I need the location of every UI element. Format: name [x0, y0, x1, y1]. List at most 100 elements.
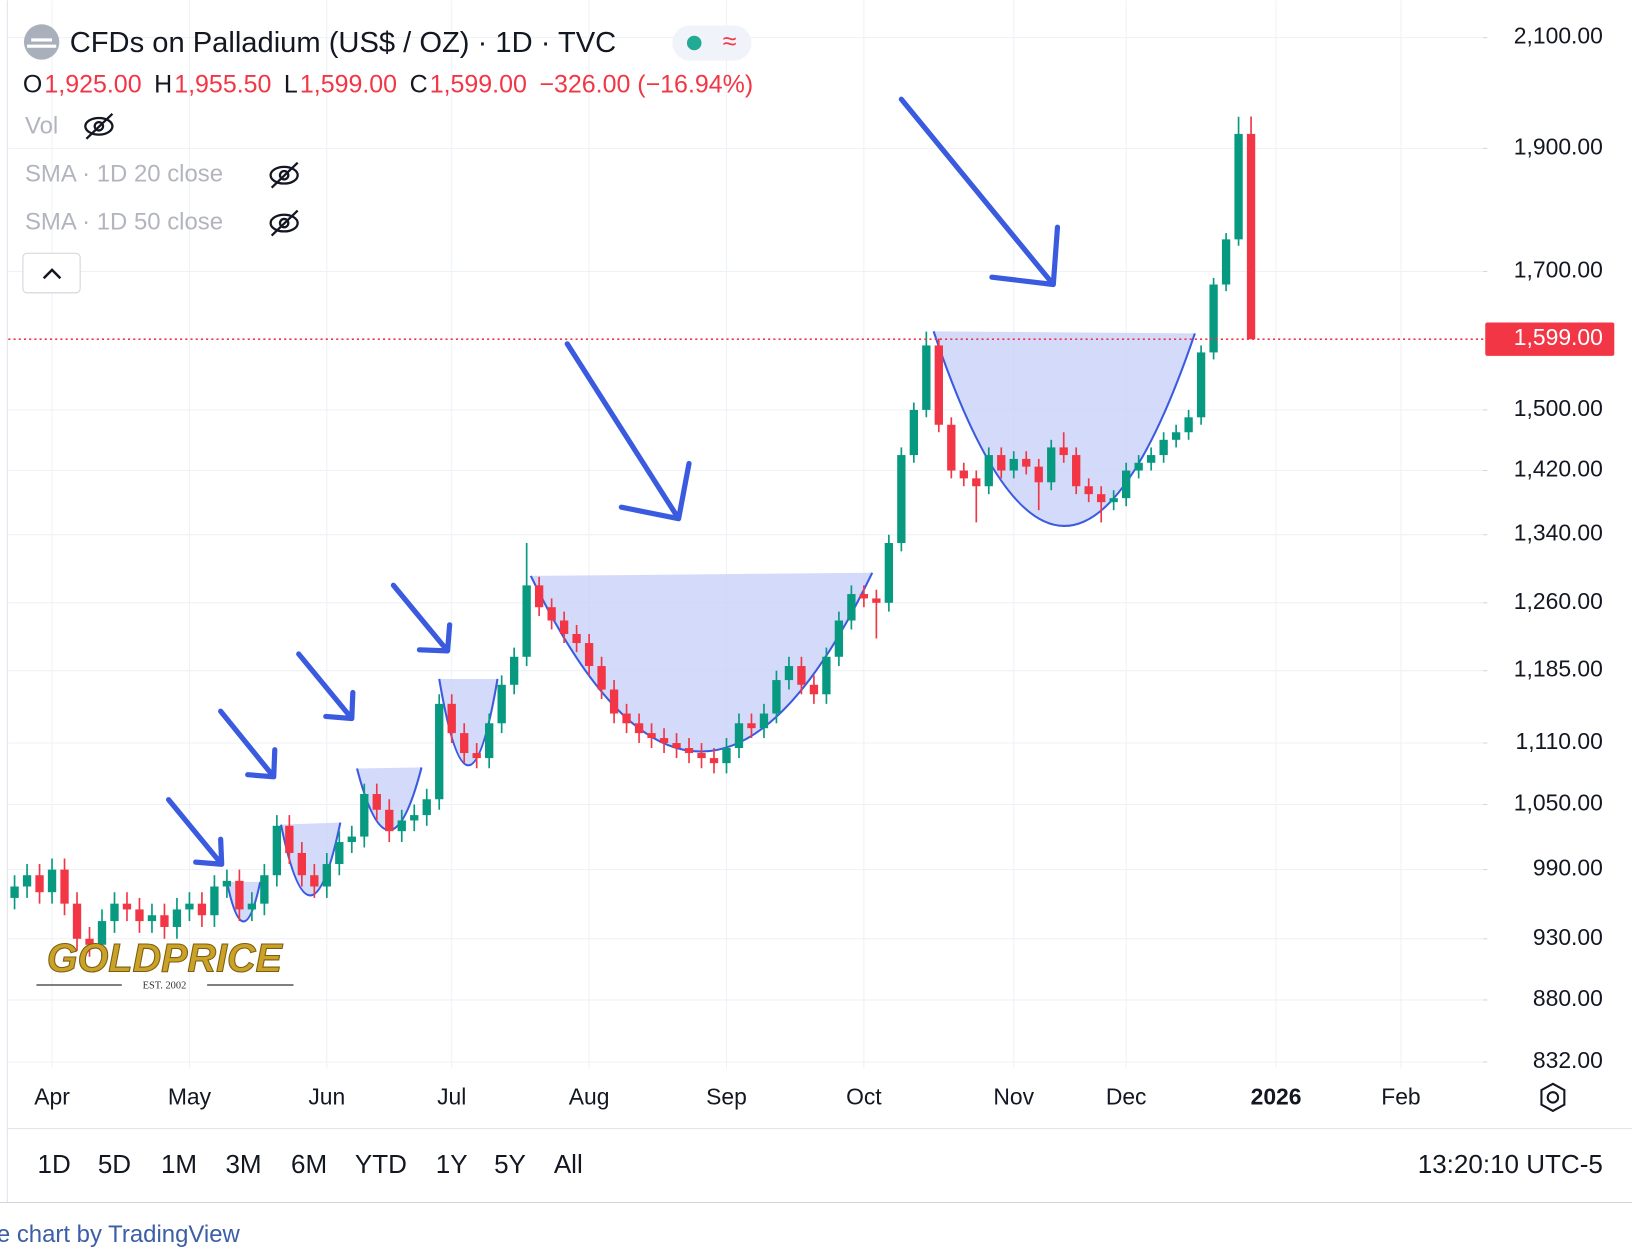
candle-body [22, 875, 32, 887]
candle-body [759, 713, 769, 729]
candle-body [1109, 498, 1118, 503]
candle-body [1047, 447, 1056, 483]
collapse-button[interactable] [22, 252, 81, 294]
symbol-icon-mark [27, 38, 57, 48]
candle-body [385, 809, 394, 832]
candle-body [697, 753, 706, 759]
candle-body [947, 424, 956, 471]
y-tick-label: 930.00 [1533, 924, 1603, 950]
y-tick-label: 1,500.00 [1514, 395, 1603, 421]
candle-body [435, 703, 444, 800]
range-button[interactable]: 5D [98, 1149, 131, 1179]
candle-body [197, 903, 207, 916]
candle-body [260, 875, 269, 904]
candle-body [547, 607, 556, 621]
candle-body [35, 875, 44, 893]
range-button[interactable]: 1D [37, 1149, 70, 1179]
range-button[interactable]: 5Y [494, 1149, 526, 1179]
y-tick-label: 1,900.00 [1514, 133, 1603, 159]
status-badge[interactable] [672, 25, 752, 61]
collapse-icon [42, 268, 62, 280]
status-icon: ≈ [723, 28, 737, 56]
ohlc-value: 1,955.50 [174, 70, 271, 98]
indicator-label[interactable]: SMA · 1D 20 close [25, 161, 223, 188]
candle-body [322, 864, 331, 887]
indicator-label[interactable]: SMA · 1D 50 close [25, 208, 223, 235]
clock: 13:20:10 UTC-5 [1418, 1149, 1603, 1179]
ohlc-key: O [23, 70, 42, 98]
candle-body [872, 598, 881, 603]
ohlc-change: −326.00 (−16.94%) [539, 70, 753, 98]
range-button[interactable]: YTD [355, 1149, 407, 1179]
candle-body [1221, 239, 1231, 285]
y-tick-label: 2,100.00 [1514, 23, 1603, 49]
candle-body [834, 620, 844, 657]
candle-body [110, 903, 119, 922]
candle-body [1234, 133, 1243, 240]
attribution[interactable]: e chart by TradingView [0, 1221, 240, 1248]
indicator-label[interactable]: Vol [25, 113, 58, 140]
candle-body [972, 478, 981, 487]
candle-body [772, 680, 781, 714]
candle-body [60, 869, 69, 904]
candle-body [97, 921, 107, 945]
range-button[interactable]: 3M [225, 1149, 261, 1179]
candle-body [85, 938, 94, 945]
candle-body [734, 723, 744, 749]
frame [0, 0, 1632, 1204]
candle-body [1159, 439, 1168, 456]
candle-body [160, 915, 169, 927]
range-button[interactable]: All [554, 1149, 583, 1179]
candle-body [510, 656, 519, 685]
ohlc-legend: O1,925.00 H1,955.50 L1,599.00 C1,599.00 −326… [23, 70, 753, 98]
candle-body [984, 455, 993, 487]
settings-icon[interactable] [1540, 1082, 1566, 1113]
y-tick-label: 880.00 [1533, 985, 1603, 1011]
last-price-label: 1,599.00 [1514, 324, 1603, 350]
y-tick-label: 1,185.00 [1514, 656, 1603, 682]
last-price-box [1485, 322, 1615, 356]
candle-body [1022, 458, 1031, 467]
candle-body [497, 684, 506, 724]
candle-body [997, 455, 1006, 471]
candle-body [884, 542, 894, 603]
x-tick-label: 2026 [1251, 1083, 1302, 1109]
candle-body [210, 886, 219, 916]
symbol-icon [23, 24, 60, 60]
y-tick-label: 1,050.00 [1514, 790, 1603, 816]
candle-body [572, 633, 581, 644]
overlay: 2,100.00 1,900.00 1,700.00 1,500.00 1,420.00… [8, 23, 1615, 1109]
range-button[interactable]: 6M [291, 1149, 327, 1179]
candle-body [360, 794, 369, 837]
x-tick-label: Sep [706, 1083, 747, 1109]
candle-body [659, 738, 669, 744]
candle-body [959, 470, 968, 479]
range-button[interactable]: 1Y [436, 1149, 468, 1179]
logo-name: GOLDPRICE [47, 936, 284, 980]
candle-body [1009, 458, 1018, 471]
candle-body [235, 880, 244, 910]
x-tick-label: Apr [34, 1083, 70, 1109]
status-dot [686, 35, 702, 51]
candle-body [47, 869, 57, 893]
range-button[interactable]: 1M [161, 1149, 197, 1179]
candle-body [310, 875, 319, 887]
candle-body [597, 666, 606, 690]
candle-body [922, 345, 931, 410]
y-tick-label: 832.00 [1533, 1047, 1603, 1073]
candle-body [372, 794, 381, 810]
x-tick-label: Oct [846, 1083, 882, 1109]
candle-body [172, 909, 182, 927]
x-tick-label: Jun [308, 1083, 345, 1109]
candle-body [647, 733, 656, 739]
x-tick-label: Dec [1106, 1083, 1147, 1109]
candle-body [672, 743, 681, 749]
candle-body [522, 585, 531, 657]
x-tick-label: Nov [993, 1083, 1034, 1109]
candle-body [410, 815, 419, 821]
candle-body [335, 842, 344, 865]
candle-body [1084, 486, 1093, 495]
grid [8, 0, 1484, 1069]
candle-body [1196, 352, 1206, 418]
candle-body [222, 880, 232, 887]
